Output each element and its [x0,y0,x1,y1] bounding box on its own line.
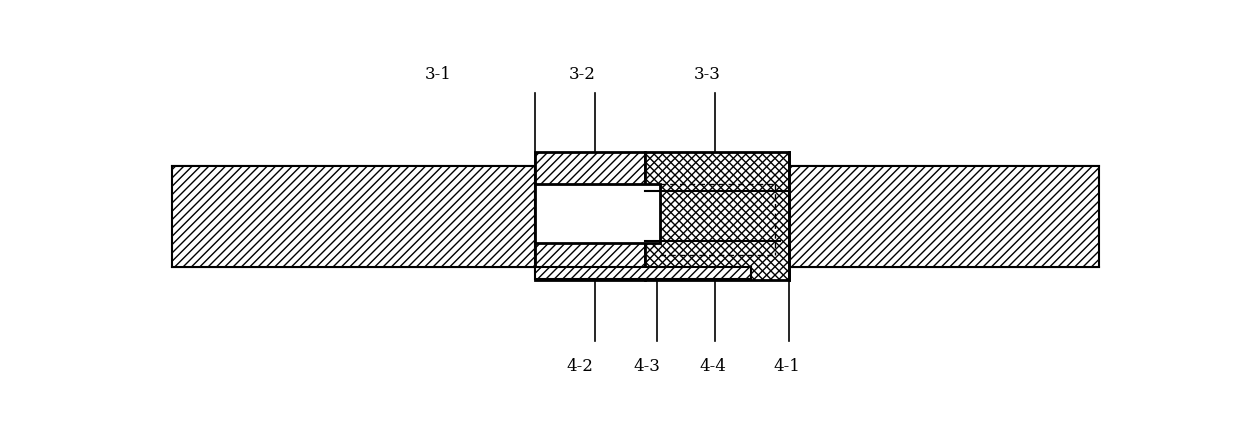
Bar [645,152,789,280]
Text: 4-2: 4-2 [567,358,593,375]
Bar [534,152,645,280]
Text: 4-4: 4-4 [699,358,725,375]
Text: 3-1: 3-1 [425,66,451,83]
Text: 4-3: 4-3 [634,358,661,375]
Bar [534,184,660,243]
Text: 3-3: 3-3 [694,66,720,83]
Bar [789,166,1099,267]
Bar [172,166,534,267]
Text: 4-1: 4-1 [774,358,801,375]
Text: 3-2: 3-2 [569,66,596,83]
Bar [645,152,789,280]
Bar [534,267,750,279]
